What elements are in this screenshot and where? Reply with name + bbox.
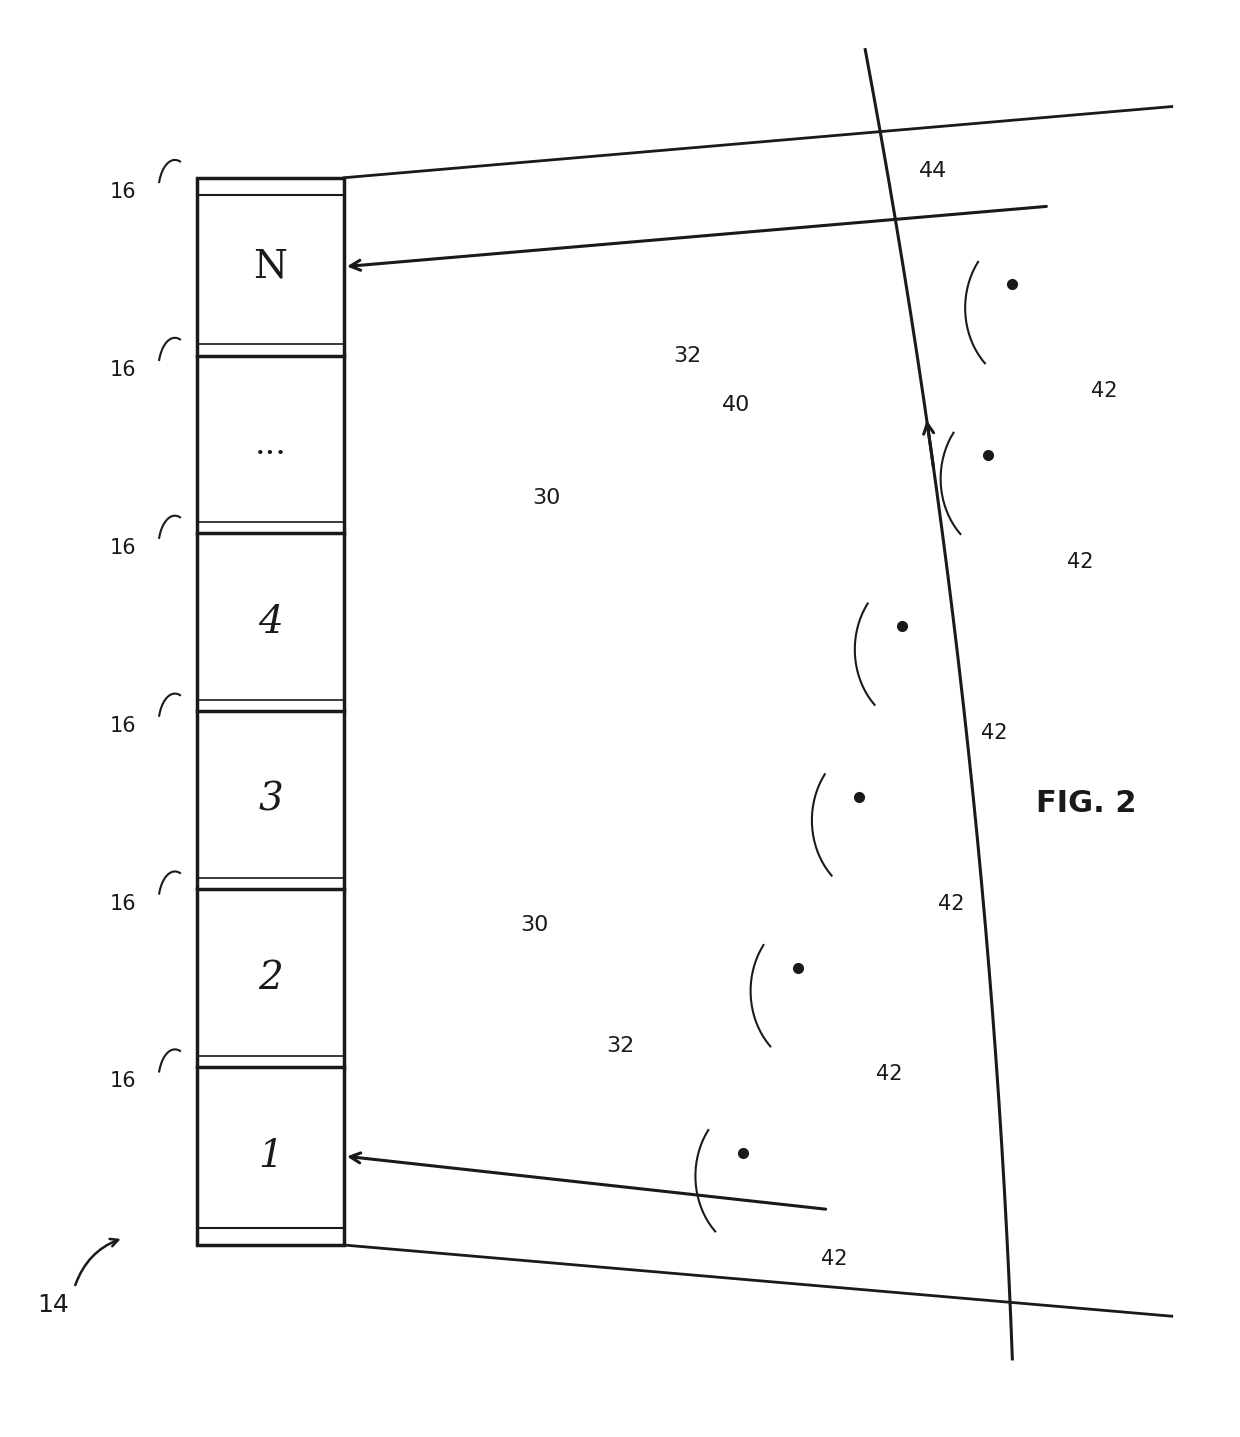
Text: 16: 16: [110, 182, 136, 203]
Text: 3: 3: [258, 782, 283, 819]
Text: 42: 42: [877, 1065, 903, 1085]
Text: 30: 30: [532, 489, 560, 507]
Text: 16: 16: [110, 1072, 136, 1091]
Text: N: N: [253, 249, 288, 285]
Text: 14: 14: [37, 1293, 69, 1316]
Text: 16: 16: [110, 359, 136, 379]
Text: 32: 32: [606, 1036, 634, 1056]
Text: 40: 40: [722, 395, 750, 415]
Text: 42: 42: [937, 894, 965, 914]
Text: 32: 32: [673, 346, 702, 365]
Text: 30: 30: [520, 915, 548, 935]
Text: 42: 42: [821, 1249, 848, 1269]
Text: 4: 4: [258, 604, 283, 641]
Text: 42: 42: [1066, 552, 1092, 572]
Text: 16: 16: [110, 894, 136, 914]
Text: 16: 16: [110, 716, 136, 736]
Text: 2: 2: [258, 960, 283, 997]
Text: 42: 42: [981, 723, 1007, 743]
Text: ...: ...: [254, 428, 286, 460]
Text: 1: 1: [258, 1138, 283, 1174]
Text: 44: 44: [919, 161, 947, 181]
Text: 42: 42: [1091, 381, 1117, 401]
Bar: [197, 178, 345, 1244]
Text: 16: 16: [110, 537, 136, 558]
Text: FIG. 2: FIG. 2: [1035, 789, 1136, 819]
